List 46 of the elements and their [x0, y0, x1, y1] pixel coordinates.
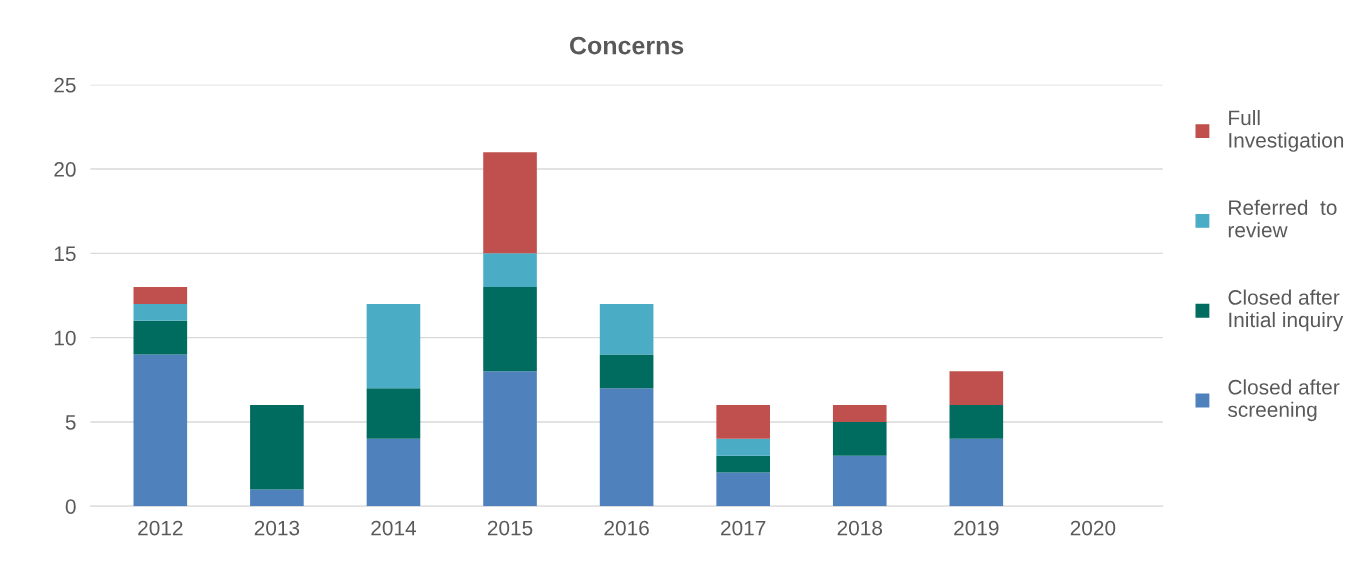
bar — [483, 152, 537, 254]
bar — [949, 438, 1004, 507]
bar — [133, 287, 188, 304]
bar — [599, 303, 654, 355]
legend-label: Full Investigation — [1229, 109, 1344, 152]
y-tick-label: 15 — [54, 246, 76, 262]
y-tick-label: 10 — [54, 330, 76, 346]
bar — [366, 438, 421, 507]
bar — [949, 371, 1004, 406]
y-tick-label: 5 — [65, 415, 76, 430]
bar — [133, 354, 188, 507]
x-tick-label: 2019 — [954, 520, 999, 536]
bar — [599, 354, 654, 389]
x-tick-label: 2016 — [604, 520, 649, 536]
x-tick-label: 2015 — [487, 520, 533, 536]
y-tick-label: 0 — [65, 499, 76, 514]
legend-label: Closed after Initial inquiry — [1228, 289, 1344, 332]
chart-title: Concerns — [569, 36, 684, 55]
bar — [483, 371, 537, 507]
bar — [832, 405, 887, 422]
x-tick-label: 2020 — [1070, 520, 1116, 536]
x-tick-label: 2012 — [138, 520, 183, 536]
bar — [250, 489, 304, 507]
bar — [716, 438, 770, 456]
x-tick-label: 2017 — [721, 520, 766, 536]
bar — [832, 455, 887, 507]
bar — [133, 303, 188, 321]
bar — [366, 388, 421, 439]
x-tick-label: 2013 — [254, 520, 300, 536]
bar — [832, 421, 887, 456]
y-tick-label: 25 — [54, 77, 76, 93]
bar — [133, 320, 188, 355]
legend-label: Referred to review — [1228, 199, 1337, 238]
bar — [949, 405, 1004, 439]
bar — [716, 455, 770, 473]
bar — [599, 388, 654, 507]
y-tick-label: 20 — [54, 162, 76, 177]
x-tick-label: 2018 — [837, 520, 883, 536]
bar — [366, 303, 421, 389]
bar — [483, 287, 537, 372]
bar — [716, 405, 770, 439]
bar — [250, 405, 304, 490]
x-tick-label: 2014 — [371, 520, 417, 536]
bar — [716, 472, 770, 507]
legend-label: Closed after screening — [1228, 379, 1340, 422]
bar — [483, 253, 537, 288]
